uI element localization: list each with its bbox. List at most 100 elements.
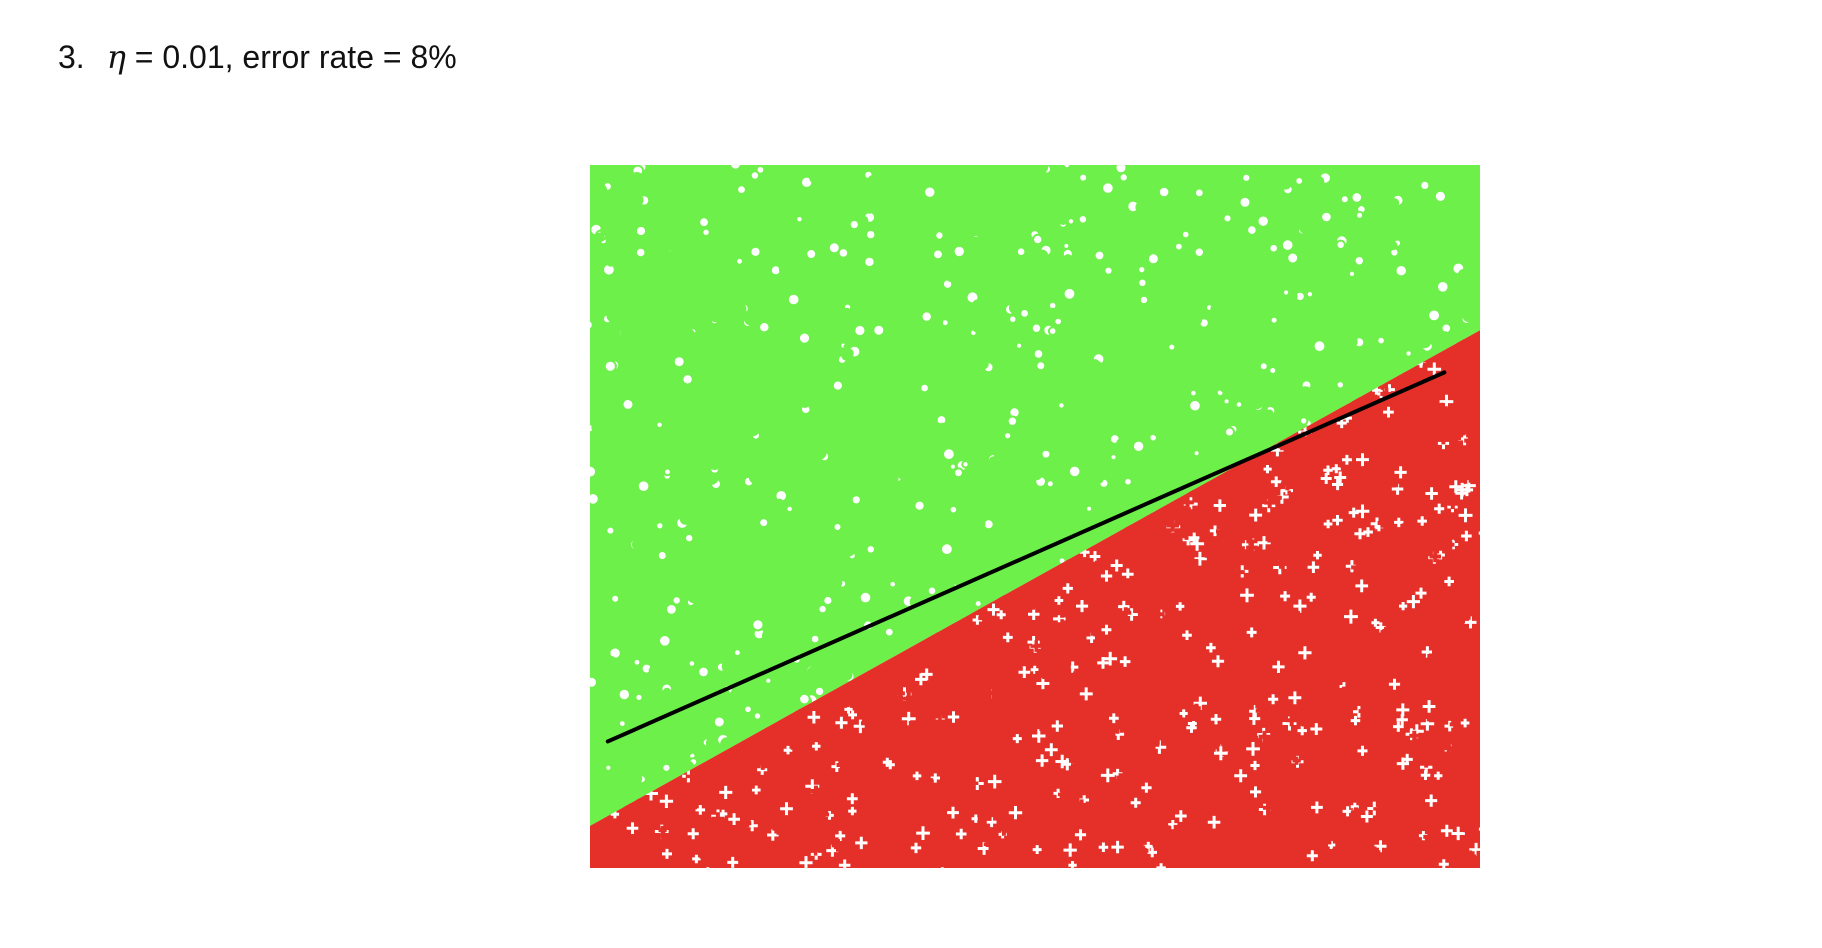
negative-point	[1191, 703, 1201, 713]
positive-point	[1250, 441, 1264, 455]
negative-point	[955, 828, 967, 840]
positive-point	[913, 483, 922, 492]
positive-point	[1235, 165, 1248, 174]
negative-point	[1236, 550, 1251, 565]
negative-point	[1252, 607, 1266, 622]
positive-point	[1155, 165, 1167, 177]
learned-decision-line	[605, 370, 1447, 744]
negative-point	[1274, 531, 1285, 542]
negative-point	[756, 757, 770, 770]
positive-point	[1065, 501, 1079, 515]
negative-point	[1062, 583, 1073, 594]
positive-point	[590, 197, 593, 210]
negative-point	[1413, 611, 1424, 623]
negative-point	[1333, 750, 1347, 765]
positive-point	[654, 249, 668, 263]
negative-point	[1138, 674, 1150, 686]
negative-point	[840, 686, 851, 698]
positive-point	[970, 419, 980, 430]
negative-point	[800, 745, 815, 759]
positive-point	[1028, 288, 1039, 299]
positive-point	[837, 247, 850, 259]
negative-point	[1334, 471, 1347, 484]
positive-point	[1078, 329, 1090, 342]
positive-point	[638, 555, 652, 569]
positive-point	[1240, 286, 1252, 297]
negative-point	[976, 738, 985, 748]
negative-point	[1254, 764, 1266, 776]
positive-point	[1002, 221, 1011, 231]
negative-point	[1018, 666, 1031, 678]
negative-point	[824, 720, 836, 732]
negative-point	[696, 774, 707, 785]
positive-point	[694, 171, 703, 180]
positive-point	[1099, 400, 1110, 412]
positive-point	[708, 542, 718, 553]
positive-point	[859, 177, 870, 188]
negative-point	[778, 860, 792, 869]
negative-point	[687, 828, 699, 840]
negative-point	[1169, 779, 1181, 791]
negative-point	[916, 714, 928, 727]
positive-point	[969, 441, 980, 452]
positive-point	[1258, 361, 1269, 372]
positive-point	[1323, 305, 1334, 317]
negative-point	[772, 822, 785, 835]
positive-point	[952, 407, 961, 416]
positive-point	[632, 194, 644, 206]
positive-point	[1334, 367, 1346, 379]
negative-point	[1149, 818, 1162, 831]
positive-point	[1214, 322, 1226, 334]
negative-point	[1420, 770, 1431, 780]
positive-point	[1051, 168, 1060, 177]
negative-point	[1406, 595, 1420, 609]
negative-point	[932, 632, 942, 642]
negative-point	[1351, 791, 1361, 802]
positive-point	[1002, 187, 1013, 198]
negative-point	[1018, 799, 1029, 810]
negative-point	[1233, 629, 1245, 640]
negative-point	[1415, 587, 1427, 599]
negative-point	[983, 788, 992, 797]
positive-point	[714, 342, 727, 355]
positive-point	[748, 470, 762, 484]
positive-point	[697, 665, 710, 679]
negative-point	[1255, 848, 1267, 859]
positive-point	[1394, 264, 1408, 278]
negative-point	[632, 798, 644, 810]
positive-point	[934, 218, 946, 230]
positive-point	[634, 246, 647, 259]
negative-point	[1111, 662, 1122, 672]
negative-point	[885, 760, 895, 770]
negative-point	[1326, 492, 1340, 505]
positive-point	[800, 569, 810, 579]
negative-point	[1440, 802, 1453, 816]
positive-point	[988, 456, 999, 466]
negative-point	[775, 789, 784, 799]
positive-point	[1104, 340, 1117, 354]
positive-point	[787, 352, 798, 363]
negative-point	[1357, 822, 1369, 834]
positive-point	[1080, 514, 1091, 525]
positive-point	[936, 181, 947, 192]
positive-point	[630, 210, 642, 223]
positive-point	[790, 306, 802, 319]
positive-point	[714, 503, 728, 517]
positive-point	[1032, 348, 1045, 360]
positive-point	[1389, 220, 1400, 231]
positive-point	[1238, 195, 1252, 209]
positive-point	[601, 480, 615, 495]
positive-point	[833, 578, 843, 588]
negative-point	[1034, 866, 1045, 869]
negative-point	[1261, 776, 1272, 787]
negative-point	[960, 857, 969, 866]
negative-point	[1136, 714, 1148, 725]
positive-point	[594, 690, 607, 704]
positive-point	[1250, 314, 1262, 327]
negative-point	[1306, 850, 1318, 862]
positive-point	[756, 264, 765, 274]
positive-point	[1283, 377, 1295, 389]
negative-point	[1165, 801, 1180, 815]
positive-point	[1192, 315, 1203, 325]
positive-point	[855, 646, 864, 655]
